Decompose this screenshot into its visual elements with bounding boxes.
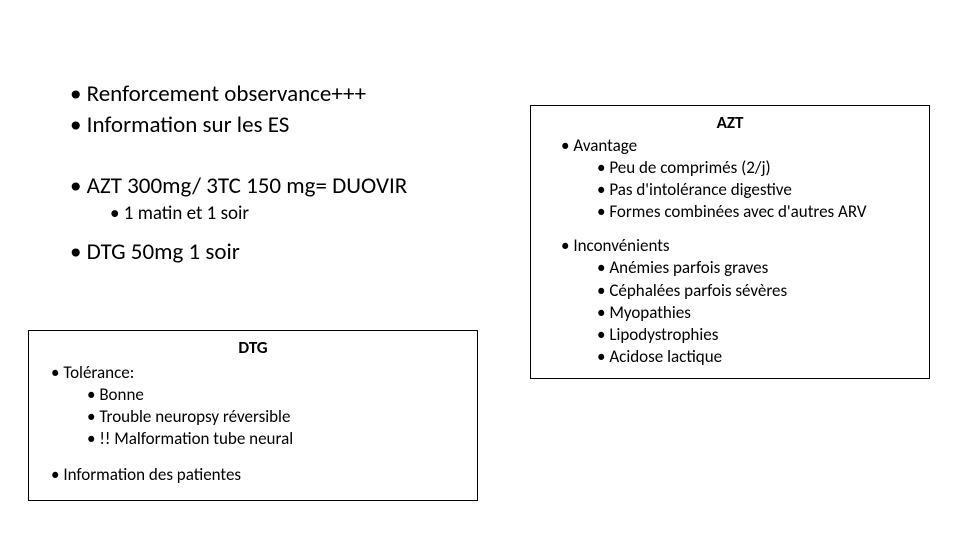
dtg-title: DTG [39, 337, 467, 358]
azt-avantage: Avantage [561, 135, 919, 157]
azt-avantage-digest: Pas d'intolérance digestive [597, 179, 919, 201]
azt-inconv: Inconvénients [561, 235, 919, 257]
dtg-tolerance: Tolérance: [51, 362, 467, 384]
azt-box: AZT Avantage Peu de comprimés (2/j) Pas … [530, 105, 930, 379]
azt-inconv-myopathies: Myopathies [597, 302, 919, 324]
azt-inconv-acidose: Acidose lactique [597, 346, 919, 368]
bullet-dtg: DTG 50mg 1 soir [70, 238, 490, 267]
bullet-azt-duovir: AZT 300mg/ 3TC 150 mg= DUOVIR [70, 172, 490, 201]
slide: Renforcement observance+++ Information s… [0, 0, 960, 540]
bullet-observance: Renforcement observance+++ [70, 80, 490, 109]
azt-avantage-combi: Formes combinées avec d'autres ARV [597, 201, 919, 223]
left-main-bullets: Renforcement observance+++ Information s… [70, 80, 490, 269]
dtg-box: DTG Tolérance: Bonne Trouble neuropsy ré… [28, 330, 478, 501]
dtg-tolerance-malformation: !! Malformation tube neural [87, 428, 467, 450]
dtg-info-patientes: Information des patientes [51, 464, 467, 486]
azt-avantage-comprimes: Peu de comprimés (2/j) [597, 157, 919, 179]
bullet-azt-posology: 1 matin et 1 soir [110, 202, 490, 226]
azt-inconv-anemies: Anémies parfois graves [597, 257, 919, 279]
bullet-info-es: Information sur les ES [70, 111, 490, 140]
azt-inconv-cephalees: Céphalées parfois sévères [597, 280, 919, 302]
azt-title: AZT [541, 112, 919, 133]
dtg-tolerance-neuropsy: Trouble neuropsy réversible [87, 406, 467, 428]
azt-inconv-lipo: Lipodystrophies [597, 324, 919, 346]
dtg-tolerance-bonne: Bonne [87, 384, 467, 406]
